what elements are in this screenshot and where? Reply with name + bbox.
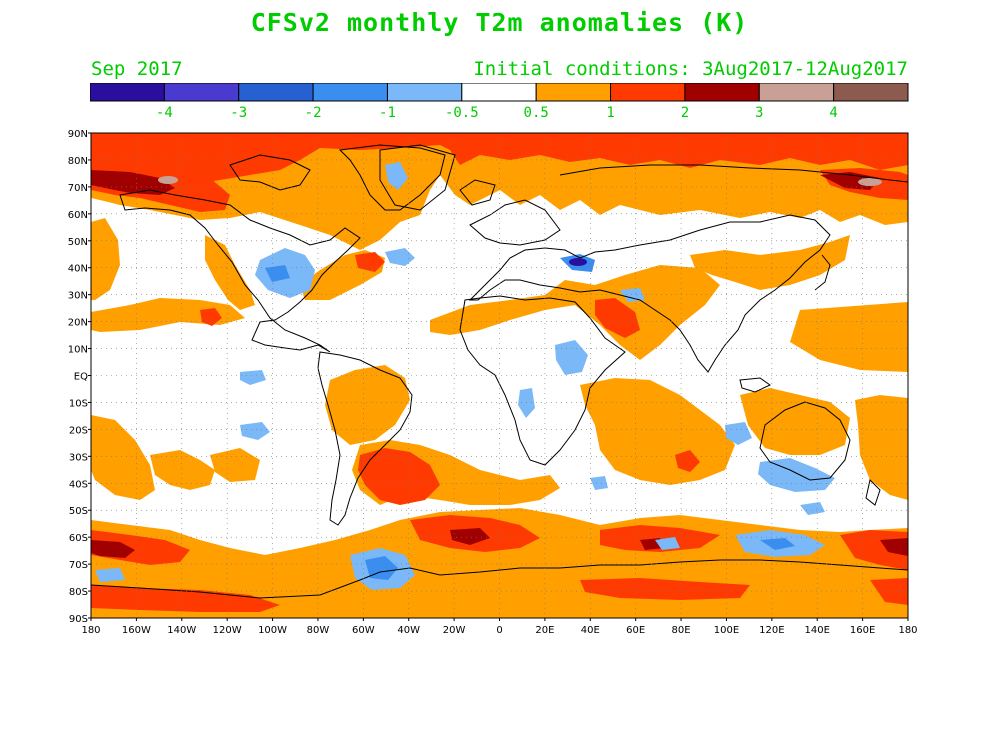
grid-lines (91, 133, 908, 618)
colorbar-label: -0.5 (445, 105, 479, 121)
longitude-label: 120W (213, 625, 242, 636)
anomaly-darkblue (569, 258, 587, 266)
latitude-label: 90S (69, 614, 88, 625)
forecast-month: Sep 2017 (91, 58, 183, 80)
longitude-label: 100E (714, 625, 739, 636)
colorbar-label: 4 (829, 105, 837, 121)
map-field (91, 133, 908, 618)
longitude-label: 80E (672, 625, 691, 636)
colorbar-label: -3 (230, 105, 247, 121)
latitude-label: 30S (69, 452, 88, 463)
latitude-label: 60N (68, 210, 88, 221)
latitude-label: 70N (68, 183, 88, 194)
latitude-label: 40N (68, 264, 88, 275)
longitude-label: 160E (850, 625, 875, 636)
colorbar-label: -4 (156, 105, 173, 121)
initial-conditions: Initial conditions: 3Aug2017-12Aug2017 (473, 58, 908, 80)
longitude-label: 100W (258, 625, 287, 636)
colorbar-label: 3 (755, 105, 763, 121)
latitude-label: 80N (68, 156, 88, 167)
longitude-label: 180 (898, 625, 917, 636)
latitude-label: 90N (68, 129, 88, 140)
longitude-label: 140W (167, 625, 196, 636)
longitude-label: 60W (352, 625, 375, 636)
coastlines (91, 144, 908, 599)
latitude-label: 20N (68, 318, 88, 329)
longitude-label: 40W (397, 625, 420, 636)
anomaly-brown (158, 176, 882, 186)
colorbar-label: 2 (681, 105, 689, 121)
longitude-label: 60E (626, 625, 645, 636)
anomaly-lightblue (95, 162, 835, 590)
colorbar-label: -1 (379, 105, 396, 121)
longitude-label: 20W (443, 625, 466, 636)
latitude-label: 50N (68, 237, 88, 248)
longitude-label: 20E (535, 625, 554, 636)
latitude-label: 80S (69, 587, 88, 598)
map-title: CFSv2 monthly T2m anomalies (K) (250, 8, 749, 37)
colorbar-segment (833, 83, 909, 102)
colorbar-label: 1 (606, 105, 614, 121)
colorbar-label: -2 (305, 105, 322, 121)
latitude-label: 40S (69, 479, 88, 490)
latitude-labels: 90N 80N 70N 60N 50N 40N 30N 20N 10N EQ 10S 20S 30S 40… (68, 129, 91, 625)
colorbar-label: 0.5 (524, 105, 549, 121)
longitude-label: 40E (581, 625, 600, 636)
latitude-label: 10S (69, 398, 88, 409)
latitude-label: 10N (68, 345, 88, 356)
longitude-label: 0 (496, 625, 502, 636)
latitude-label: 30N (68, 291, 88, 302)
latitude-label: 50S (69, 506, 88, 517)
longitude-labels: 180 160W 140W 120W 100W 80W 60W 40W 20W 0 20E 40E 60… (81, 618, 918, 636)
latitude-label: 20S (69, 425, 88, 436)
longitude-label: 80W (307, 625, 330, 636)
longitude-label: 180 (81, 625, 100, 636)
latitude-label: 60S (69, 533, 88, 544)
longitude-label: 160W (122, 625, 151, 636)
latitude-label: EQ (74, 372, 88, 383)
latitude-label: 70S (69, 560, 88, 571)
longitude-label: 140E (805, 625, 830, 636)
longitude-label: 120E (759, 625, 784, 636)
colorbar: -4 -3 -2 -1 -0.5 0.5 1 2 3 4 (90, 83, 909, 121)
